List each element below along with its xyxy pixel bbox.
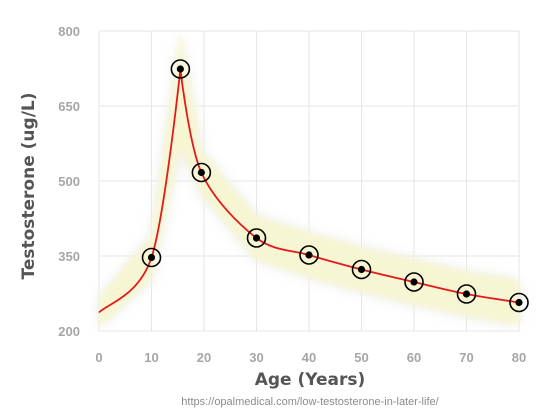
x-tick-label: 0: [95, 350, 102, 365]
y-tick-labels: 200 350 500 650 800: [58, 24, 80, 339]
x-tick-label: 30: [249, 350, 263, 365]
data-point-ring: [191, 162, 212, 183]
data-markers: [141, 59, 529, 313]
data-point-dot: [176, 65, 184, 73]
data-point: [404, 272, 424, 292]
x-tick-label: 60: [407, 350, 421, 365]
data-point: [509, 292, 529, 313]
data-point: [141, 247, 162, 268]
x-tick-label: 40: [302, 350, 316, 365]
y-tick-label: 500: [58, 174, 80, 189]
data-point-dot: [305, 251, 313, 259]
data-point-dot: [252, 234, 261, 242]
data-point-dot: [462, 290, 471, 298]
x-tick-label: 10: [144, 350, 158, 365]
data-point-ring: [456, 284, 477, 304]
data-point-dot: [197, 168, 205, 177]
data-point: [351, 259, 372, 280]
y-tick-label: 650: [58, 99, 80, 114]
x-axis-title: Age (Years): [255, 370, 366, 390]
data-point-dot: [515, 298, 523, 307]
data-point-dot: [357, 265, 366, 274]
x-tick-label: 70: [459, 350, 473, 365]
data-point-ring: [351, 259, 372, 280]
data-point: [170, 59, 191, 79]
data-point: [299, 245, 319, 265]
data-point: [246, 228, 267, 248]
source-url: https://opalmedical.com/low-testosterone…: [181, 396, 439, 408]
x-tick-labels: 0 10 20 30 40 50 60 70 80: [95, 350, 526, 365]
data-point-ring: [509, 292, 529, 313]
data-point-ring: [246, 228, 267, 248]
data-point-ring: [299, 245, 319, 265]
data-point: [456, 284, 477, 304]
data-point-dot: [410, 278, 418, 286]
range-band-fill: [99, 31, 519, 328]
x-tick-label: 50: [354, 350, 368, 365]
x-tick-label: 20: [197, 350, 211, 365]
x-tick-label: 80: [512, 350, 526, 365]
range-band: [99, 31, 519, 328]
data-point-ring: [141, 247, 162, 268]
data-point-ring: [170, 59, 191, 79]
y-tick-label: 800: [58, 24, 80, 39]
data-point: [191, 162, 212, 183]
y-tick-label: 200: [58, 324, 80, 339]
y-tick-label: 350: [58, 249, 80, 264]
data-point-ring: [404, 272, 424, 292]
data-point-dot: [147, 253, 156, 262]
y-axis-title: Testosterone (ug/L): [19, 92, 39, 279]
